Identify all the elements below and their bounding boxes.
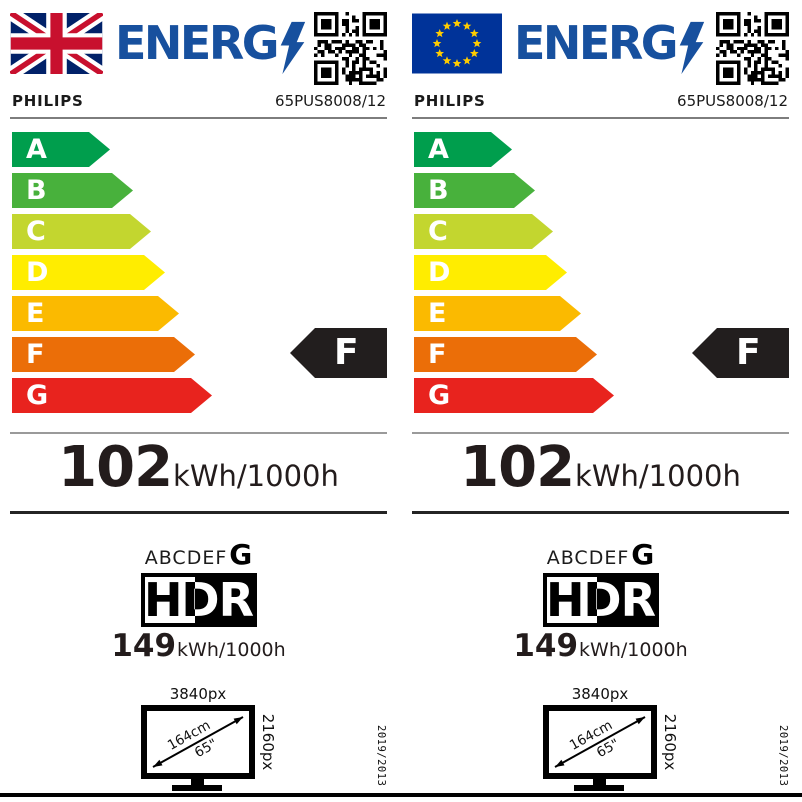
bottom-border-line [0,793,802,797]
tv-stand-base [172,785,222,791]
eu-flag-icon [412,13,502,74]
hdr-logo: HDR [140,573,257,627]
efficiency-letter: G [428,380,451,411]
hdr-grade-active: G [631,538,655,571]
hdr-grade-active: G [229,538,253,571]
efficiency-arrow-b: B [414,173,535,208]
rating-letter: F [736,332,761,373]
efficiency-letter: D [26,257,49,288]
hdr-consumption: 149 kWh/1000h [412,630,789,662]
efficiency-arrow-g: G [12,378,212,413]
efficiency-letter: F [428,339,447,370]
hdr-logo-light-half [140,573,199,627]
hdr-logo-text: HDR [143,573,254,627]
rating-indicator-arrow: F [290,328,387,378]
hdr-logo-dark-half [198,573,257,627]
hdr-grade-scale: ABCDEF [546,547,630,569]
hdr-grade-row: ABCDEFG [412,538,789,571]
sdr-consumption-value: 102 [460,435,575,500]
divider [412,511,789,514]
lightning-bolt-icon [679,21,705,75]
efficiency-arrow-c: C [414,214,553,249]
efficiency-letter: B [428,175,449,206]
hdr-grade-row: ABCDEFG [10,538,387,571]
hdr-logo-light-half [542,573,601,627]
efficiency-letter: E [26,298,45,329]
rating-indicator-arrow: F [692,328,789,378]
efficiency-arrow-a: A [414,132,512,167]
lightning-bolt-icon [280,21,306,75]
resolution-width-label: 3840px [170,686,227,703]
divider [412,432,789,434]
screen-size-diagram: 3840px 164cm 65" 2160px [543,686,679,791]
qr-code-icon [716,12,789,85]
energy-label-uk: ENERG PHILIPS 65PUS8008/12 A B C D E F G… [10,10,387,794]
efficiency-scale: A B C D E F G F [412,132,789,419]
resolution-width-label: 3840px [572,686,629,703]
regulation-reference: 2019/2013 [777,724,789,786]
energy-label-eu: ENERG PHILIPS 65PUS8008/12 A B C D E F G… [412,10,789,794]
screen-size-diagram: 3840px 164cm 65" 2160px [141,686,277,791]
tv-stand-neck [593,776,606,785]
sdr-consumption: 102 kWh/1000h [412,439,789,497]
brand-row: PHILIPS 65PUS8008/12 [412,92,789,119]
efficiency-letter: C [428,216,448,247]
energ-logo: ENERG [514,20,705,76]
hdr-consumption: 149 kWh/1000h [10,630,387,662]
resolution-height-label: 2160px [259,714,277,771]
sdr-consumption-unit: kWh/1000h [173,459,339,493]
rating-letter: F [334,332,359,373]
efficiency-arrow-f: F [12,337,195,372]
qr-code-icon [314,12,387,85]
efficiency-arrow-c: C [12,214,151,249]
efficiency-letter: A [26,134,47,165]
efficiency-arrow-d: D [414,255,567,290]
brand-name: PHILIPS [414,92,486,110]
energ-logo: ENERG [115,20,306,76]
efficiency-arrow-b: B [12,173,133,208]
hdr-grade-scale: ABCDEF [144,547,228,569]
model-number: 65PUS8008/12 [275,92,386,110]
model-number: 65PUS8008/12 [677,92,788,110]
diagonal-arrow [554,716,646,768]
sdr-consumption-unit: kWh/1000h [575,459,741,493]
efficiency-letter: G [26,380,49,411]
label-header: ENERG [10,10,387,92]
energ-logo-text: ENERG [514,16,679,70]
efficiency-letter: F [26,339,45,370]
tv-stand-neck [191,776,204,785]
brand-name: PHILIPS [12,92,84,110]
efficiency-letter: C [26,216,46,247]
sdr-consumption-value: 102 [58,435,173,500]
efficiency-arrow-e: E [12,296,179,331]
hdr-consumption-unit: kWh/1000h [579,639,688,661]
hdr-logo-dark-half [600,573,659,627]
efficiency-letter: A [428,134,449,165]
efficiency-arrow-e: E [414,296,581,331]
hdr-consumption-unit: kWh/1000h [177,639,286,661]
hdr-logo: HDR [542,573,659,627]
diagonal-arrow [152,716,244,768]
efficiency-letter: E [428,298,447,329]
hdr-consumption-value: 149 [111,628,177,664]
efficiency-arrow-a: A [12,132,110,167]
divider [10,432,387,434]
efficiency-scale: A B C D E F G F [10,132,387,419]
efficiency-letter: D [428,257,451,288]
efficiency-arrow-g: G [414,378,614,413]
efficiency-arrow-f: F [414,337,597,372]
label-header: ENERG [412,10,789,92]
resolution-height-label: 2160px [661,714,679,771]
hdr-logo-text: HDR [545,573,656,627]
brand-row: PHILIPS 65PUS8008/12 [10,92,387,119]
divider [10,511,387,514]
regulation-reference: 2019/2013 [375,724,387,786]
tv-stand-base [574,785,624,791]
efficiency-arrow-d: D [12,255,165,290]
energ-logo-text: ENERG [115,16,280,70]
sdr-consumption: 102 kWh/1000h [10,439,387,497]
uk-flag-icon [10,13,103,74]
efficiency-letter: B [26,175,47,206]
hdr-consumption-value: 149 [513,628,579,664]
